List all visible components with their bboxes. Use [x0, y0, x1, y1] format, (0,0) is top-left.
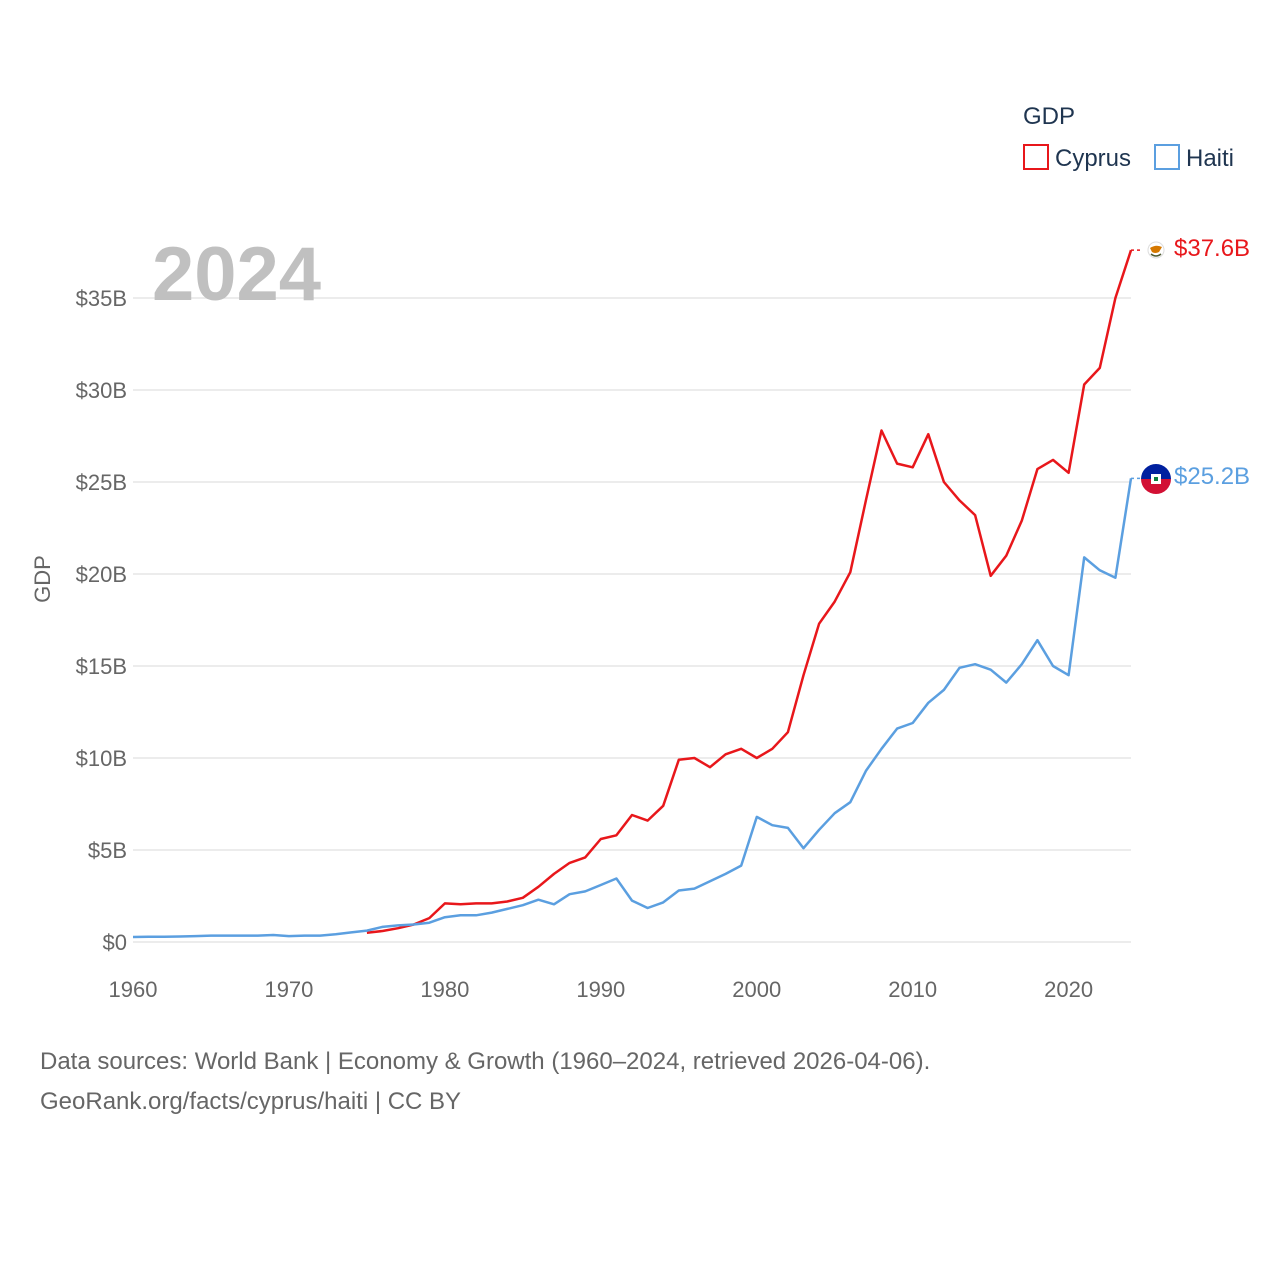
y-tick-label: $25B	[76, 470, 127, 495]
x-tick-label: 2010	[888, 977, 937, 1002]
footer-sources: Data sources: World Bank | Economy & Gro…	[40, 1048, 931, 1075]
x-tick-label: 1970	[264, 977, 313, 1002]
x-tick-label: 2020	[1044, 977, 1093, 1002]
x-tick-label: 1980	[420, 977, 469, 1002]
y-axis-title: GDP	[30, 555, 55, 603]
legend-swatch-cyprus[interactable]	[1023, 144, 1049, 170]
y-tick-label: $30B	[76, 378, 127, 403]
legend-swatch-haiti[interactable]	[1154, 144, 1180, 170]
haiti-flag-icon	[1141, 464, 1171, 494]
footer: Data sources: World Bank | Economy & Gro…	[40, 1042, 930, 1122]
x-tick-label: 1960	[109, 977, 158, 1002]
y-tick-label: $5B	[88, 838, 127, 863]
footer-attribution: GeoRank.org/facts/cyprus/haiti | CC BY	[40, 1088, 462, 1115]
series-line-cyprus[interactable]	[366, 249, 1133, 935]
cyprus-flag-icon	[1147, 241, 1165, 259]
legend-label-cyprus[interactable]: Cyprus	[1055, 145, 1131, 172]
end-label-haiti: $25.2B	[1174, 463, 1250, 490]
series-line-haiti[interactable]	[132, 478, 1133, 939]
legend-label-haiti[interactable]: Haiti	[1186, 145, 1234, 172]
x-tick-label: 1990	[576, 977, 625, 1002]
legend-title: GDP	[1023, 103, 1075, 130]
x-tick-label: 2000	[732, 977, 781, 1002]
year-label: 2024	[152, 232, 321, 317]
y-tick-label: $10B	[76, 746, 127, 771]
y-tick-label: $35B	[76, 286, 127, 311]
end-label-cyprus: $37.6B	[1174, 235, 1250, 262]
y-tick-label: $0	[103, 930, 127, 955]
x-axis-ticks: 1960 1970 1980 1990 2000 2010 2020	[109, 977, 1094, 1002]
series-lines	[132, 249, 1143, 939]
y-tick-label: $20B	[76, 562, 127, 587]
y-axis-ticks: $0 $5B $10B $15B $20B $25B $30B $35B	[76, 286, 127, 955]
gridlines	[133, 297, 1131, 943]
y-tick-label: $15B	[76, 654, 127, 679]
